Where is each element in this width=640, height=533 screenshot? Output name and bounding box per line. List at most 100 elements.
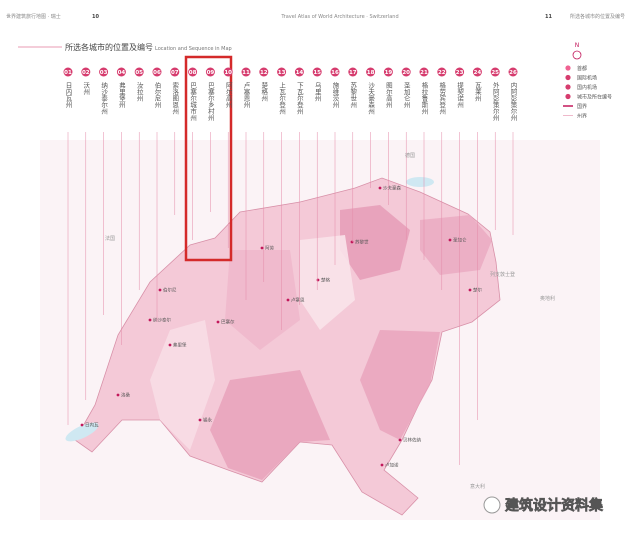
legend-symbol (565, 84, 571, 90)
marker-number: 13 (278, 70, 286, 76)
marker-number: 26 (509, 70, 517, 76)
title: 所选各城市的位置及编号 (65, 42, 153, 52)
marker (188, 67, 198, 77)
marker-label: 外阿彭策尔州 (491, 81, 499, 122)
neighbor-label: 意大利 (470, 483, 485, 490)
city-label: 苏黎世 (355, 239, 369, 246)
city-dot (216, 320, 220, 324)
compass-label: N (575, 42, 580, 49)
header-center: Travel Atlas of World Architecture · Swi… (280, 14, 398, 20)
marker (508, 67, 518, 77)
marker-number: 14 (296, 70, 304, 76)
marker-number: 12 (260, 70, 268, 76)
marker (277, 67, 287, 77)
marker (134, 67, 144, 77)
city-dot (116, 393, 120, 397)
city-label: 沙夫豪森 (383, 185, 401, 192)
legend-label: 首都 (577, 65, 587, 72)
marker-number: 18 (367, 70, 375, 76)
marker-number: 17 (349, 70, 357, 76)
header-left: 世界建筑旅行地图 · 瑞士 (6, 13, 61, 20)
city-dot (468, 288, 472, 292)
city-label: 卢塞恩 (291, 297, 305, 304)
neighbor-label: 奥地利 (540, 295, 555, 302)
marker-label: 日内瓦州 (64, 82, 72, 109)
marker (490, 67, 500, 77)
marker (472, 67, 482, 77)
marker-number: 15 (313, 70, 321, 76)
marker (170, 67, 180, 77)
marker-number: 25 (491, 70, 499, 76)
canton (360, 330, 440, 440)
marker (223, 67, 233, 77)
city-label: 卢加诺 (385, 462, 399, 469)
marker (383, 67, 393, 77)
marker-label: 索洛图恩州 (171, 81, 179, 115)
marker (81, 67, 91, 77)
marker-label: 伯尔尼州 (153, 81, 161, 109)
legend-symbol (565, 74, 571, 81)
city-dot (448, 238, 452, 242)
marker-label: 卢塞恩州 (242, 81, 250, 109)
marker-label: 提契诺州 (456, 81, 464, 109)
neighbor-label: 德国 (405, 152, 415, 159)
marker-number: 08 (189, 70, 197, 76)
subtitle: Location and Sequence in Map (155, 46, 232, 52)
marker-label: 弗里堡州 (117, 81, 125, 109)
marker (330, 67, 340, 77)
marker (116, 67, 126, 77)
marker-number: 06 (153, 70, 161, 76)
marker-label: 乌里州 (313, 81, 321, 102)
marker-label: 格劳宾登州 (438, 81, 446, 115)
city-dot (168, 343, 172, 347)
marker (401, 67, 411, 77)
legend-label: 国际机场 (577, 75, 597, 82)
marker-number: 16 (331, 70, 339, 76)
marker-number: 19 (385, 70, 393, 76)
city-dot (398, 438, 402, 442)
marker-label: 巴塞尔乡村州 (206, 82, 214, 122)
canton (150, 320, 215, 450)
marker (366, 67, 376, 77)
city-label: 圣加仑 (453, 237, 467, 244)
marker-label: 巴塞尔城市州 (189, 82, 197, 122)
city-dot (198, 418, 202, 422)
legend-symbol (565, 93, 571, 100)
marker-number: 07 (171, 70, 179, 76)
marker-label: 内阿彭策尔州 (509, 81, 517, 122)
canton (225, 250, 300, 350)
legend-label: 国界 (577, 104, 587, 110)
legend-label: 城市及所在编号 (577, 94, 612, 101)
city-dot (286, 298, 290, 302)
city-label: 伯尔尼 (163, 287, 177, 294)
marker-number: 20 (402, 70, 410, 76)
page-number: 10 (92, 14, 99, 20)
marker-label: 格拉鲁斯州 (420, 81, 428, 115)
city-label: 阿劳 (265, 245, 274, 252)
city-label: 贝林佐纳 (403, 437, 421, 444)
lake (406, 177, 434, 187)
marker-number: 02 (82, 70, 90, 76)
canton (210, 370, 330, 480)
marker (205, 67, 215, 77)
marker (437, 67, 447, 77)
marker-number: 23 (456, 70, 464, 76)
city-dot (80, 423, 84, 427)
marker-number: 10 (224, 70, 232, 76)
marker-number: 03 (100, 70, 108, 76)
marker-label: 汝拉州 (135, 81, 143, 102)
highlight-box (184, 55, 233, 262)
page-number: 11 (545, 14, 552, 20)
marker-number: 05 (135, 70, 143, 76)
city-dot (148, 318, 152, 322)
marker (241, 67, 251, 77)
lake (65, 422, 99, 442)
city-dot (380, 463, 384, 467)
legend-symbol (565, 65, 571, 71)
canton (300, 235, 355, 330)
legend-label: 州界 (577, 114, 587, 120)
city-label: 纳沙泰尔 (153, 317, 171, 324)
marker-label: 施维茨州 (331, 81, 339, 109)
